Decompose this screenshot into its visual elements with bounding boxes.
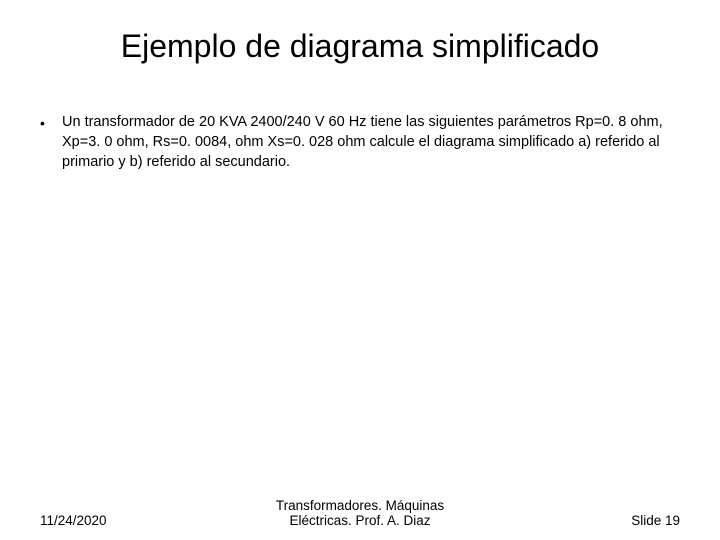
- bullet-mark: •: [40, 112, 62, 133]
- bullet-item: • Un transformador de 20 KVA 2400/240 V …: [40, 112, 670, 172]
- slide-footer: 11/24/2020 Transformadores. Máquinas Elé…: [40, 498, 680, 528]
- footer-center-line2: Eléctricas. Prof. A. Diaz: [180, 513, 540, 528]
- footer-slide-number: Slide 19: [540, 513, 680, 528]
- footer-center-line1: Transformadores. Máquinas: [180, 498, 540, 513]
- slide-body: • Un transformador de 20 KVA 2400/240 V …: [40, 112, 670, 172]
- slide-title: Ejemplo de diagrama simplificado: [0, 28, 720, 65]
- bullet-text: Un transformador de 20 KVA 2400/240 V 60…: [62, 112, 670, 172]
- footer-date: 11/24/2020: [40, 513, 180, 528]
- footer-center: Transformadores. Máquinas Eléctricas. Pr…: [180, 498, 540, 528]
- slide: Ejemplo de diagrama simplificado • Un tr…: [0, 0, 720, 540]
